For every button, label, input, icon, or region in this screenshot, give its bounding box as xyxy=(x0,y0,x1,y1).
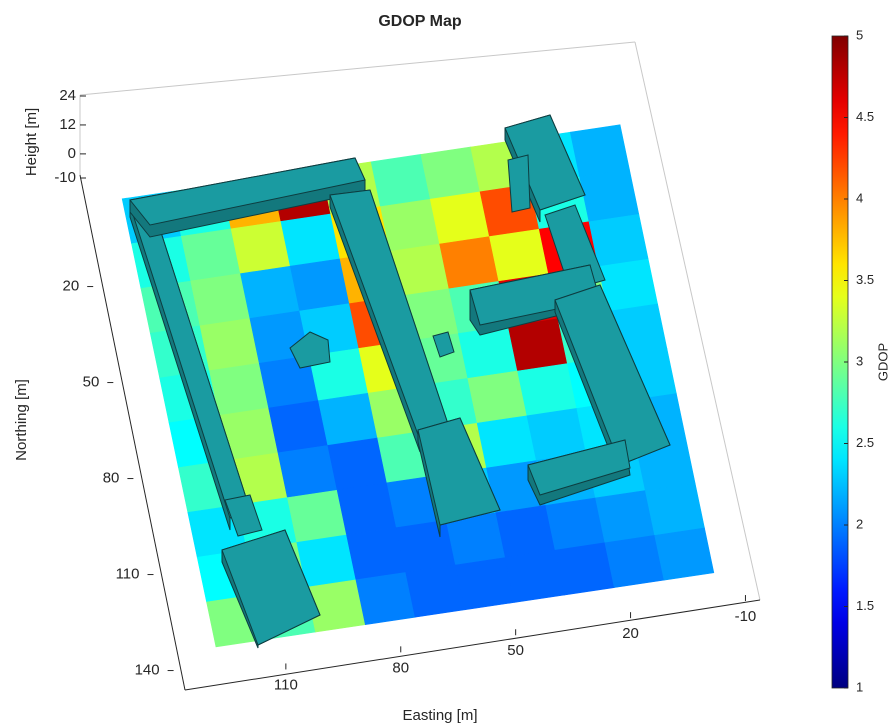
y-tick-label: 80 xyxy=(103,470,120,487)
surface-cell xyxy=(458,326,517,378)
x-tick-label: 80 xyxy=(392,659,409,676)
colorbar-tick-label: 3.5 xyxy=(856,272,874,287)
surface-cell xyxy=(287,490,346,542)
surface-cell xyxy=(328,438,387,490)
x-tick-label: -10 xyxy=(735,608,757,625)
colorbar-tick-label: 1 xyxy=(856,679,863,694)
surface-cell xyxy=(456,558,515,610)
surface-cell xyxy=(605,535,664,587)
surface-cell xyxy=(278,445,337,497)
surface-cell xyxy=(356,572,415,624)
chart-title: GDOP Map xyxy=(378,13,462,30)
z-tick-label: 12 xyxy=(59,116,76,133)
x-tick-label: 20 xyxy=(622,625,639,642)
colorbar-tick-label: 2.5 xyxy=(856,435,874,450)
surface-cell xyxy=(290,259,349,311)
surface-cell xyxy=(596,491,655,543)
surface-cell xyxy=(518,364,577,416)
colorbar-tick-label: 4.5 xyxy=(856,109,874,124)
colorbar-tick-label: 3 xyxy=(856,353,863,368)
z-tick-label: 0 xyxy=(68,145,76,162)
y-tick-label: 20 xyxy=(63,278,80,295)
colorbar-tick-label: 2 xyxy=(856,516,863,531)
surface-cell xyxy=(508,319,567,371)
surface-cell xyxy=(555,543,614,595)
z-tick-label: -10 xyxy=(54,169,76,186)
surface-cell xyxy=(645,483,704,535)
surface-cell xyxy=(371,154,430,206)
y-tick-label: 110 xyxy=(116,566,140,583)
surface-cell xyxy=(468,371,527,423)
surface-cell xyxy=(240,266,299,318)
surface-cell xyxy=(200,318,259,370)
y-tick-label: 50 xyxy=(83,374,100,391)
x-axis-label: Easting [m] xyxy=(402,707,477,724)
colorbar-label: GDOP xyxy=(875,343,890,381)
surface-cell xyxy=(580,170,639,222)
surface-cell xyxy=(191,274,250,326)
y-tick-label: 140 xyxy=(135,662,160,679)
surface-cell xyxy=(505,550,564,602)
surface-cell xyxy=(337,483,396,535)
surface-cell xyxy=(396,520,455,572)
building xyxy=(508,155,530,212)
surface-cell xyxy=(318,393,377,445)
surface-cell xyxy=(269,401,328,453)
surface-cell xyxy=(430,192,489,244)
x-tick-label: 50 xyxy=(507,642,524,659)
surface-cell xyxy=(589,214,648,266)
surface-cell xyxy=(231,221,290,273)
surface-cell xyxy=(546,498,605,550)
surface-cell xyxy=(570,125,629,177)
surface-cell xyxy=(477,416,536,468)
surface-cell xyxy=(406,565,465,617)
z-axis-label: Height [m] xyxy=(23,108,40,176)
surface-cell xyxy=(209,363,268,415)
colorbar-tick-label: 1.5 xyxy=(856,598,874,613)
surface-cell xyxy=(489,229,548,281)
surface-cell xyxy=(496,505,555,557)
surface-cell xyxy=(655,528,714,580)
surface-cell xyxy=(440,237,499,289)
surface-cell xyxy=(281,214,340,266)
colorbar-tick-label: 5 xyxy=(856,27,863,42)
y-axis-label: Northing [m] xyxy=(13,379,30,461)
box-edge xyxy=(80,42,635,95)
surface-cell xyxy=(421,147,480,199)
z-tick-label: 24 xyxy=(59,87,76,104)
surface-cell xyxy=(181,229,240,281)
colorbar-tick-label: 4 xyxy=(856,190,863,205)
x-tick-label: 110 xyxy=(274,676,298,693)
surface-cell xyxy=(347,528,406,580)
figure: GDOP Map Easting [m] Northing [m] Height… xyxy=(0,0,896,728)
surface-cell xyxy=(380,199,439,251)
